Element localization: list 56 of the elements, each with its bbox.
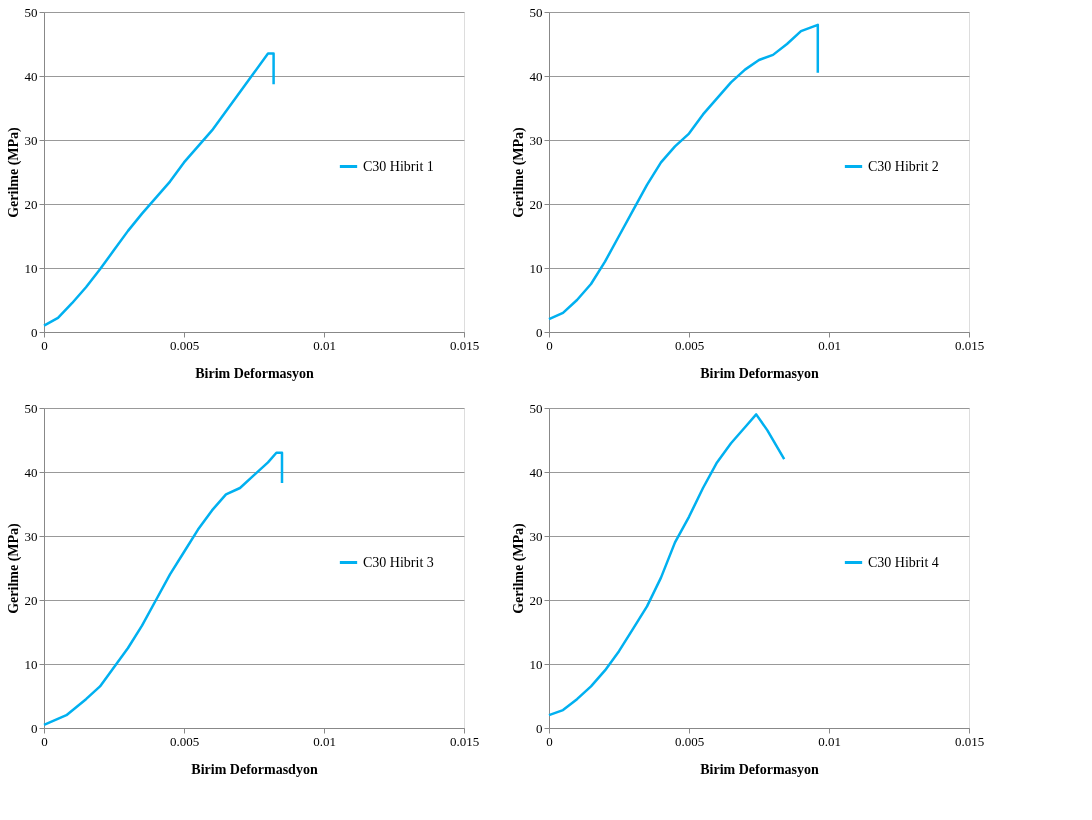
y-tick-label: 50 bbox=[24, 4, 38, 20]
y-tick-label: 40 bbox=[24, 68, 38, 84]
y-tick-label: 30 bbox=[529, 528, 543, 544]
y-tick-label: 0 bbox=[31, 324, 38, 340]
x-tick-label: 0.01 bbox=[313, 733, 336, 749]
y-tick-label: 30 bbox=[24, 132, 38, 148]
x-tick-label: 0 bbox=[546, 733, 553, 749]
x-axis-title: Birim Deformasyon bbox=[700, 365, 820, 381]
x-tick-label: 0.005 bbox=[169, 733, 200, 749]
x-tick-label: 0 bbox=[41, 733, 48, 749]
y-axis-title: Gerilme (MPa) bbox=[5, 126, 22, 218]
x-tick-label: 0.015 bbox=[954, 337, 985, 353]
x-tick-label: 0.01 bbox=[818, 337, 841, 353]
line-series bbox=[547, 23, 820, 321]
y-tick-label: 30 bbox=[529, 132, 543, 148]
y-tick-label: 10 bbox=[24, 656, 38, 672]
y-tick-label: 10 bbox=[529, 656, 543, 672]
x-tick-label: 0.015 bbox=[449, 337, 480, 353]
y-tick-label: 50 bbox=[24, 400, 38, 416]
x-tick-label: 0.005 bbox=[169, 337, 200, 353]
line-series bbox=[547, 413, 786, 717]
y-tick-label: 0 bbox=[536, 720, 543, 736]
legend-label: C30 Hibrit 3 bbox=[363, 554, 434, 570]
y-tick-label: 40 bbox=[24, 464, 38, 480]
y-tick-label: 50 bbox=[529, 400, 543, 416]
y-tick-label: 20 bbox=[529, 196, 543, 212]
legend-label: C30 Hibrit 4 bbox=[868, 554, 939, 570]
line-series bbox=[42, 451, 284, 727]
x-axis-title: Birim Deformasdyon bbox=[191, 761, 318, 777]
x-axis-title: Birim Deformasyon bbox=[195, 365, 315, 381]
x-tick-label: 0.015 bbox=[449, 733, 480, 749]
y-tick-label: 0 bbox=[31, 720, 38, 736]
line-series bbox=[42, 52, 275, 327]
x-tick-label: 0.005 bbox=[674, 733, 705, 749]
y-axis-title: Gerilme (MPa) bbox=[5, 522, 22, 614]
y-tick-label: 30 bbox=[24, 528, 38, 544]
x-axis-title: Birim Deformasyon bbox=[700, 761, 820, 777]
y-tick-label: 20 bbox=[24, 592, 38, 608]
y-axis-title: Gerilme (MPa) bbox=[510, 522, 527, 614]
x-tick-label: 0.01 bbox=[818, 733, 841, 749]
y-tick-label: 40 bbox=[529, 68, 543, 84]
x-tick-label: 0.01 bbox=[313, 337, 336, 353]
x-tick-label: 0 bbox=[41, 337, 48, 353]
legend-label: C30 Hibrit 1 bbox=[363, 158, 434, 174]
y-tick-label: 10 bbox=[24, 260, 38, 276]
x-tick-label: 0.005 bbox=[674, 337, 705, 353]
y-tick-label: 20 bbox=[529, 592, 543, 608]
legend-label: C30 Hibrit 2 bbox=[868, 158, 939, 174]
y-tick-label: 40 bbox=[529, 464, 543, 480]
x-tick-label: 0.015 bbox=[954, 733, 985, 749]
y-tick-label: 10 bbox=[529, 260, 543, 276]
y-tick-label: 20 bbox=[24, 196, 38, 212]
y-tick-label: 0 bbox=[536, 324, 543, 340]
x-tick-label: 0 bbox=[546, 337, 553, 353]
y-axis-title: Gerilme (MPa) bbox=[510, 126, 527, 218]
y-tick-label: 50 bbox=[529, 4, 543, 20]
